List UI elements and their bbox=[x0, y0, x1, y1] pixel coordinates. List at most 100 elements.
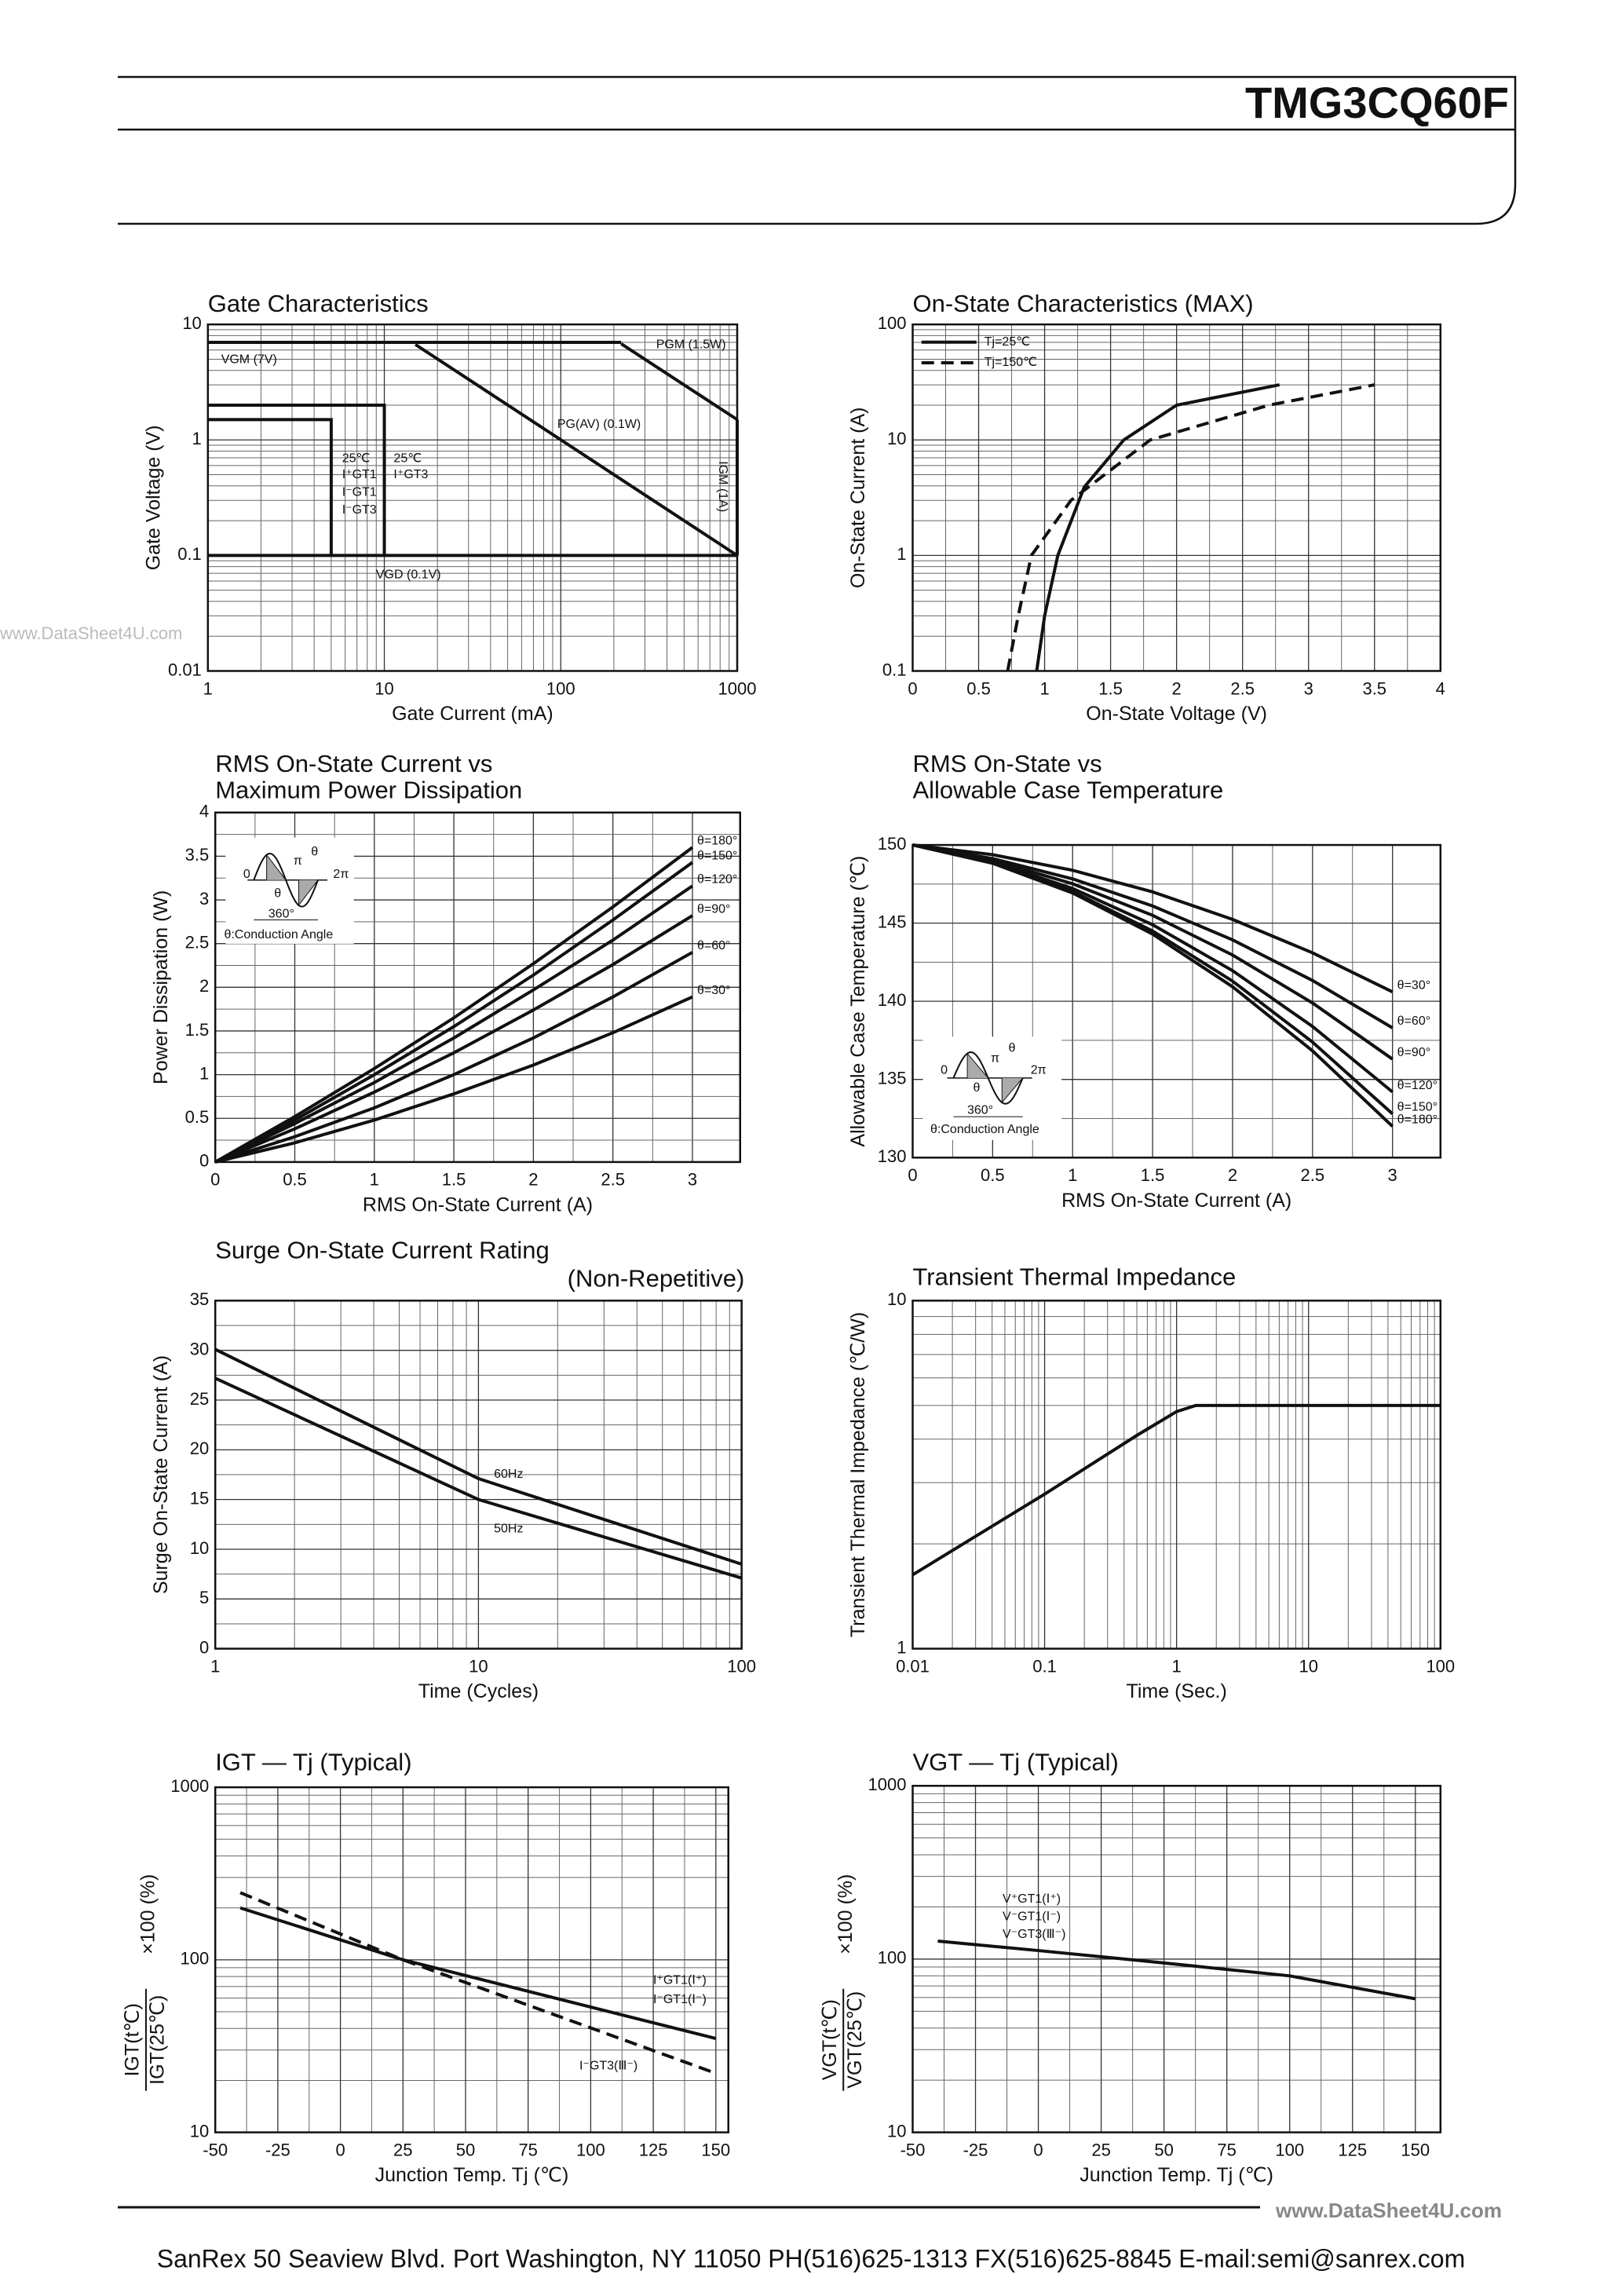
plot-frame bbox=[911, 1785, 1442, 2133]
x-tick-label: 25 bbox=[393, 2140, 412, 2159]
series-line bbox=[214, 861, 694, 1164]
y-tick-label: 10 bbox=[887, 2121, 906, 2141]
chart-subtitle: Allowable Case Temperature bbox=[912, 777, 1223, 804]
series-line bbox=[214, 846, 694, 1164]
y-tick-label: 140 bbox=[878, 990, 907, 1010]
y-tick-label: 10 bbox=[190, 1538, 209, 1558]
x-tick-label: 0 bbox=[908, 678, 917, 698]
x-axis-label: Time (Cycles) bbox=[418, 1680, 539, 1702]
x-tick-label: 100 bbox=[576, 2140, 605, 2159]
series-label: θ=60° bbox=[697, 939, 730, 952]
y-tick-label: 100 bbox=[180, 1949, 209, 1969]
series-line bbox=[239, 1891, 717, 2075]
x-tick-label: 75 bbox=[1217, 2140, 1236, 2159]
x-tick-label: -50 bbox=[901, 2140, 926, 2159]
y-tick-label: 2.5 bbox=[185, 932, 210, 952]
x-tick-label: -25 bbox=[265, 2140, 290, 2159]
y-tick-label: 0.1 bbox=[177, 544, 202, 564]
y-axis-label: VGT(t℃) VGT(25℃) ×100 (%) bbox=[819, 1874, 866, 2091]
annotation: θ:Conduction Angle bbox=[930, 1123, 1039, 1136]
series-line bbox=[214, 914, 694, 1164]
legend-label: Tj=150℃ bbox=[985, 356, 1037, 369]
x-tick-label: 1.5 bbox=[1141, 1165, 1165, 1185]
x-tick-label: 2.5 bbox=[1230, 678, 1255, 698]
y-tick-label: 100 bbox=[878, 313, 907, 333]
annotation: θ bbox=[1009, 1041, 1016, 1055]
series-label: θ=120° bbox=[1397, 1079, 1438, 1092]
annotation: π bbox=[991, 1052, 999, 1066]
x-tick-label: 150 bbox=[701, 2140, 730, 2159]
chart: 1 10 100 0 5 10 15 20 25 30 35 Surge On-State Curre… bbox=[150, 1237, 756, 1703]
x-tick-label: 3 bbox=[1388, 1165, 1397, 1185]
y-tick-label: 10 bbox=[887, 1289, 906, 1309]
x-tick-label: 100 bbox=[546, 678, 575, 698]
chart-subtitle: Maximum Power Dissipation bbox=[215, 777, 522, 804]
series-label: θ=150° bbox=[697, 849, 737, 862]
chart: -50 -25 0 25 50 75 100 125 150 10 100 1000 IGT — Tj … bbox=[122, 1748, 731, 2186]
watermark: www.DataSheet4U.com bbox=[0, 623, 182, 643]
series-line bbox=[912, 843, 1394, 1128]
y-tick-label: 20 bbox=[190, 1439, 209, 1458]
x-tick-label: 125 bbox=[1338, 2140, 1367, 2159]
x-tick-label: 100 bbox=[1426, 1656, 1455, 1676]
series-label: θ=30° bbox=[1397, 978, 1430, 992]
header-frame bbox=[118, 75, 1517, 225]
annotation: 360° bbox=[967, 1103, 993, 1117]
x-tick-label: 1 bbox=[1172, 1656, 1182, 1676]
x-tick-label: 2 bbox=[1172, 678, 1182, 698]
series-label: θ=180° bbox=[1397, 1113, 1438, 1127]
y-tick-label: 1 bbox=[199, 1063, 209, 1083]
chart: 1 10 100 1000 0.01 0.1 1 10 Gate Characteristics… bbox=[142, 290, 756, 725]
chart-title: On-State Characteristics (MAX) bbox=[912, 290, 1253, 317]
y-tick-label: 1 bbox=[897, 544, 906, 564]
x-tick-label: 1 bbox=[1068, 1165, 1077, 1185]
x-tick-label: 1.5 bbox=[1098, 678, 1123, 698]
series-line bbox=[207, 403, 386, 556]
y-tick-label: 10 bbox=[182, 313, 201, 333]
series-line bbox=[937, 1940, 1416, 2001]
annotation: θ bbox=[973, 1081, 980, 1095]
series-label: VGM (7V) bbox=[221, 353, 277, 366]
x-tick-label: 50 bbox=[1154, 2140, 1173, 2159]
chart-title: RMS On-State Current vs bbox=[215, 750, 492, 777]
y-tick-label: 4 bbox=[199, 802, 209, 821]
y-axis-label: Power Dissipation (W) bbox=[150, 890, 172, 1084]
x-tick-label: 50 bbox=[456, 2140, 475, 2159]
y-tick-label: 135 bbox=[878, 1069, 907, 1088]
annotation: I⁻GT3 bbox=[342, 503, 377, 517]
series-label: I⁻GT3(Ⅲ⁻) bbox=[579, 2059, 637, 2072]
series-label: θ=60° bbox=[1397, 1015, 1430, 1028]
series-label: PGM (1.5W) bbox=[656, 338, 726, 352]
y-label-suffix: ×100 (%) bbox=[137, 1874, 159, 1954]
series-label: θ=180° bbox=[697, 835, 737, 848]
x-tick-label: 2.5 bbox=[601, 1170, 625, 1190]
y-axis-label: Gate Voltage (V) bbox=[142, 425, 164, 570]
y-tick-label: 0.5 bbox=[185, 1107, 210, 1127]
series-line bbox=[911, 1403, 1441, 1577]
inset-shade bbox=[266, 854, 319, 907]
series-label: θ=120° bbox=[697, 872, 737, 886]
x-tick-label: 10 bbox=[374, 678, 393, 698]
annotation: 0 bbox=[243, 868, 250, 881]
series-line bbox=[214, 995, 693, 1164]
plot-frame bbox=[214, 811, 742, 1164]
x-tick-label: 0.5 bbox=[966, 678, 991, 698]
y-label-numerator: IGT(t℃) bbox=[122, 2003, 144, 2076]
y-axis-label: On-State Current (A) bbox=[847, 408, 869, 589]
annotation: 2π bbox=[333, 868, 349, 881]
annotation: θ:Conduction Angle bbox=[224, 928, 333, 941]
annotation: θ bbox=[311, 846, 318, 859]
series-line bbox=[912, 843, 1394, 1029]
y-tick-label: 5 bbox=[199, 1588, 209, 1607]
x-tick-label: 10 bbox=[1299, 1656, 1317, 1676]
y-tick-label: 1.5 bbox=[185, 1020, 210, 1040]
chart: 0 0.5 1 1.5 2 2.5 3 0 0.5 1 1.5 2 2.5 3 3.5 4 RMS On-Sta… bbox=[150, 750, 742, 1216]
x-tick-label: 150 bbox=[1401, 2140, 1430, 2159]
series-line bbox=[620, 342, 739, 422]
series-line bbox=[214, 1377, 743, 1580]
annotation: 360° bbox=[269, 908, 294, 921]
chart-title: IGT — Tj (Typical) bbox=[215, 1748, 411, 1775]
legend-label: Tj=25℃ bbox=[985, 335, 1030, 349]
